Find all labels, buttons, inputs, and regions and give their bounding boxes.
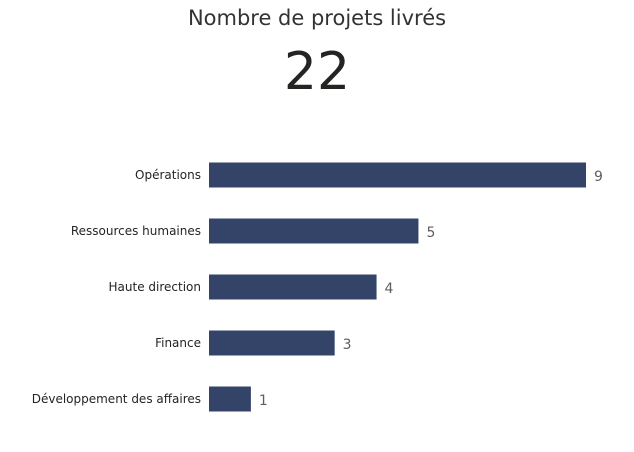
- category-label: Développement des affaires: [32, 392, 201, 406]
- bar[interactable]: [209, 330, 335, 356]
- category-label: Ressources humaines: [71, 224, 201, 238]
- bar[interactable]: [209, 274, 377, 300]
- data-label: 5: [426, 225, 435, 241]
- bar-group[interactable]: Opérations 9: [135, 162, 603, 188]
- category-label: Finance: [155, 336, 201, 350]
- category-label: Haute direction: [109, 280, 201, 294]
- bar-group[interactable]: Haute direction 4: [109, 274, 394, 300]
- category-label: Opérations: [135, 168, 201, 182]
- data-label: 9: [594, 169, 603, 185]
- card-title: Nombre de projets livrés: [187, 6, 447, 30]
- bar-group[interactable]: Finance 3: [155, 330, 352, 356]
- bar-group[interactable]: Développement des affaires 1: [32, 386, 268, 412]
- data-label: 4: [385, 281, 394, 297]
- data-label: 3: [343, 337, 352, 353]
- bar[interactable]: [209, 162, 586, 188]
- data-label: 1: [259, 393, 268, 409]
- bar[interactable]: [209, 218, 419, 244]
- kpi-value: 22: [283, 42, 351, 102]
- bar[interactable]: [209, 386, 251, 412]
- bar-group[interactable]: Ressources humaines 5: [71, 218, 436, 244]
